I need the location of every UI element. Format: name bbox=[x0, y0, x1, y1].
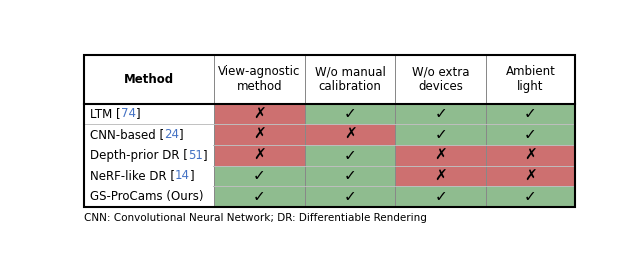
Bar bbox=[396, 104, 486, 124]
Bar bbox=[214, 124, 305, 145]
Bar bbox=[396, 124, 486, 145]
Bar bbox=[84, 124, 214, 145]
Text: ✓: ✓ bbox=[435, 107, 447, 121]
Bar bbox=[396, 186, 486, 207]
Bar bbox=[305, 186, 396, 207]
Text: 24: 24 bbox=[164, 128, 179, 141]
Text: ✓: ✓ bbox=[435, 189, 447, 204]
Text: 14: 14 bbox=[90, 169, 105, 182]
Text: ✗: ✗ bbox=[253, 148, 266, 163]
Text: NeRF-like DR [: NeRF-like DR [ bbox=[90, 169, 175, 182]
Text: ]: ] bbox=[203, 149, 207, 162]
Bar bbox=[486, 104, 575, 124]
Bar bbox=[84, 145, 214, 165]
Bar bbox=[84, 187, 214, 207]
Text: LTM [: LTM [ bbox=[90, 107, 120, 121]
Bar bbox=[396, 145, 486, 165]
Bar bbox=[486, 186, 575, 207]
Text: ✗: ✗ bbox=[435, 148, 447, 163]
Text: ✓: ✓ bbox=[253, 169, 266, 184]
Text: ✓: ✓ bbox=[344, 148, 356, 163]
Text: ]: ] bbox=[190, 169, 195, 182]
Text: View-agnostic
method: View-agnostic method bbox=[218, 65, 301, 93]
Text: ✓: ✓ bbox=[344, 169, 356, 184]
Bar bbox=[84, 104, 214, 124]
Bar bbox=[486, 165, 575, 186]
Text: 74: 74 bbox=[90, 107, 105, 121]
Bar bbox=[84, 124, 214, 145]
Bar bbox=[84, 145, 214, 165]
Text: 51: 51 bbox=[90, 149, 105, 162]
Text: ✗: ✗ bbox=[253, 107, 266, 121]
Text: ✗: ✗ bbox=[524, 148, 537, 163]
Text: ✓: ✓ bbox=[435, 127, 447, 142]
Text: CNN-based [: CNN-based [ bbox=[90, 128, 164, 141]
Text: CNN-based [: CNN-based [ bbox=[90, 128, 164, 141]
Text: Depth-prior DR [: Depth-prior DR [ bbox=[90, 149, 188, 162]
Text: Method: Method bbox=[124, 73, 174, 86]
Text: ✓: ✓ bbox=[524, 107, 537, 121]
Text: 14: 14 bbox=[175, 169, 190, 182]
Text: ]: ] bbox=[90, 169, 95, 182]
Text: ✗: ✗ bbox=[524, 169, 537, 184]
Text: ]: ] bbox=[136, 107, 140, 121]
Text: ✗: ✗ bbox=[344, 127, 356, 142]
Text: ✗: ✗ bbox=[435, 169, 447, 184]
Text: ]: ] bbox=[90, 107, 95, 121]
Text: W/o manual
calibration: W/o manual calibration bbox=[315, 65, 385, 93]
Text: 74: 74 bbox=[120, 107, 136, 121]
Text: CNN: Convolutional Neural Network; DR: Differentiable Rendering: CNN: Convolutional Neural Network; DR: D… bbox=[84, 213, 427, 223]
Bar bbox=[214, 104, 305, 124]
Bar bbox=[84, 104, 214, 124]
Text: ]: ] bbox=[90, 149, 95, 162]
Bar bbox=[486, 145, 575, 165]
Text: ✓: ✓ bbox=[253, 189, 266, 204]
Text: W/o extra
devices: W/o extra devices bbox=[412, 65, 470, 93]
Bar bbox=[486, 124, 575, 145]
Bar bbox=[84, 186, 214, 207]
Bar bbox=[305, 145, 396, 165]
Text: ✓: ✓ bbox=[344, 189, 356, 204]
Text: Depth-prior DR [: Depth-prior DR [ bbox=[90, 149, 188, 162]
Bar bbox=[305, 104, 396, 124]
Text: 51: 51 bbox=[188, 149, 203, 162]
Text: ✗: ✗ bbox=[253, 127, 266, 142]
Text: NeRF-like DR [: NeRF-like DR [ bbox=[90, 169, 175, 182]
Text: ]: ] bbox=[90, 128, 95, 141]
Text: GS-ProCams (Ours): GS-ProCams (Ours) bbox=[90, 190, 204, 203]
Text: 24: 24 bbox=[90, 128, 105, 141]
Text: Ambient
light: Ambient light bbox=[506, 65, 556, 93]
Bar bbox=[214, 145, 305, 165]
Text: ✓: ✓ bbox=[524, 127, 537, 142]
Bar bbox=[214, 165, 305, 186]
Bar bbox=[84, 165, 214, 186]
Bar bbox=[214, 186, 305, 207]
Text: LTM [: LTM [ bbox=[90, 107, 120, 121]
Text: GS-ProCams (Ours): GS-ProCams (Ours) bbox=[90, 190, 204, 203]
Text: ✓: ✓ bbox=[344, 107, 356, 121]
Text: ]: ] bbox=[179, 128, 184, 141]
Bar bbox=[396, 165, 486, 186]
Text: ✓: ✓ bbox=[524, 189, 537, 204]
Bar bbox=[84, 166, 214, 186]
Bar bbox=[305, 165, 396, 186]
Bar bbox=[305, 124, 396, 145]
